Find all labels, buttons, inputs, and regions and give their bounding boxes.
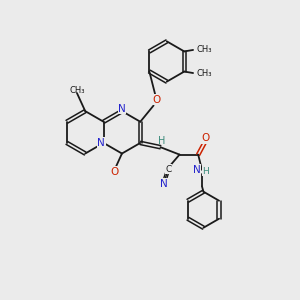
Text: N: N [193, 165, 201, 175]
Text: C: C [165, 165, 172, 174]
Text: N: N [98, 138, 105, 148]
Text: CH₃: CH₃ [69, 86, 85, 95]
Text: H: H [158, 136, 166, 146]
Text: CH₃: CH₃ [196, 68, 212, 77]
Text: O: O [202, 134, 210, 143]
Text: H: H [202, 167, 209, 176]
Text: O: O [152, 94, 160, 105]
Text: CH₃: CH₃ [196, 45, 212, 54]
Text: N: N [118, 104, 126, 114]
Text: N: N [160, 178, 168, 189]
Text: O: O [110, 167, 118, 177]
